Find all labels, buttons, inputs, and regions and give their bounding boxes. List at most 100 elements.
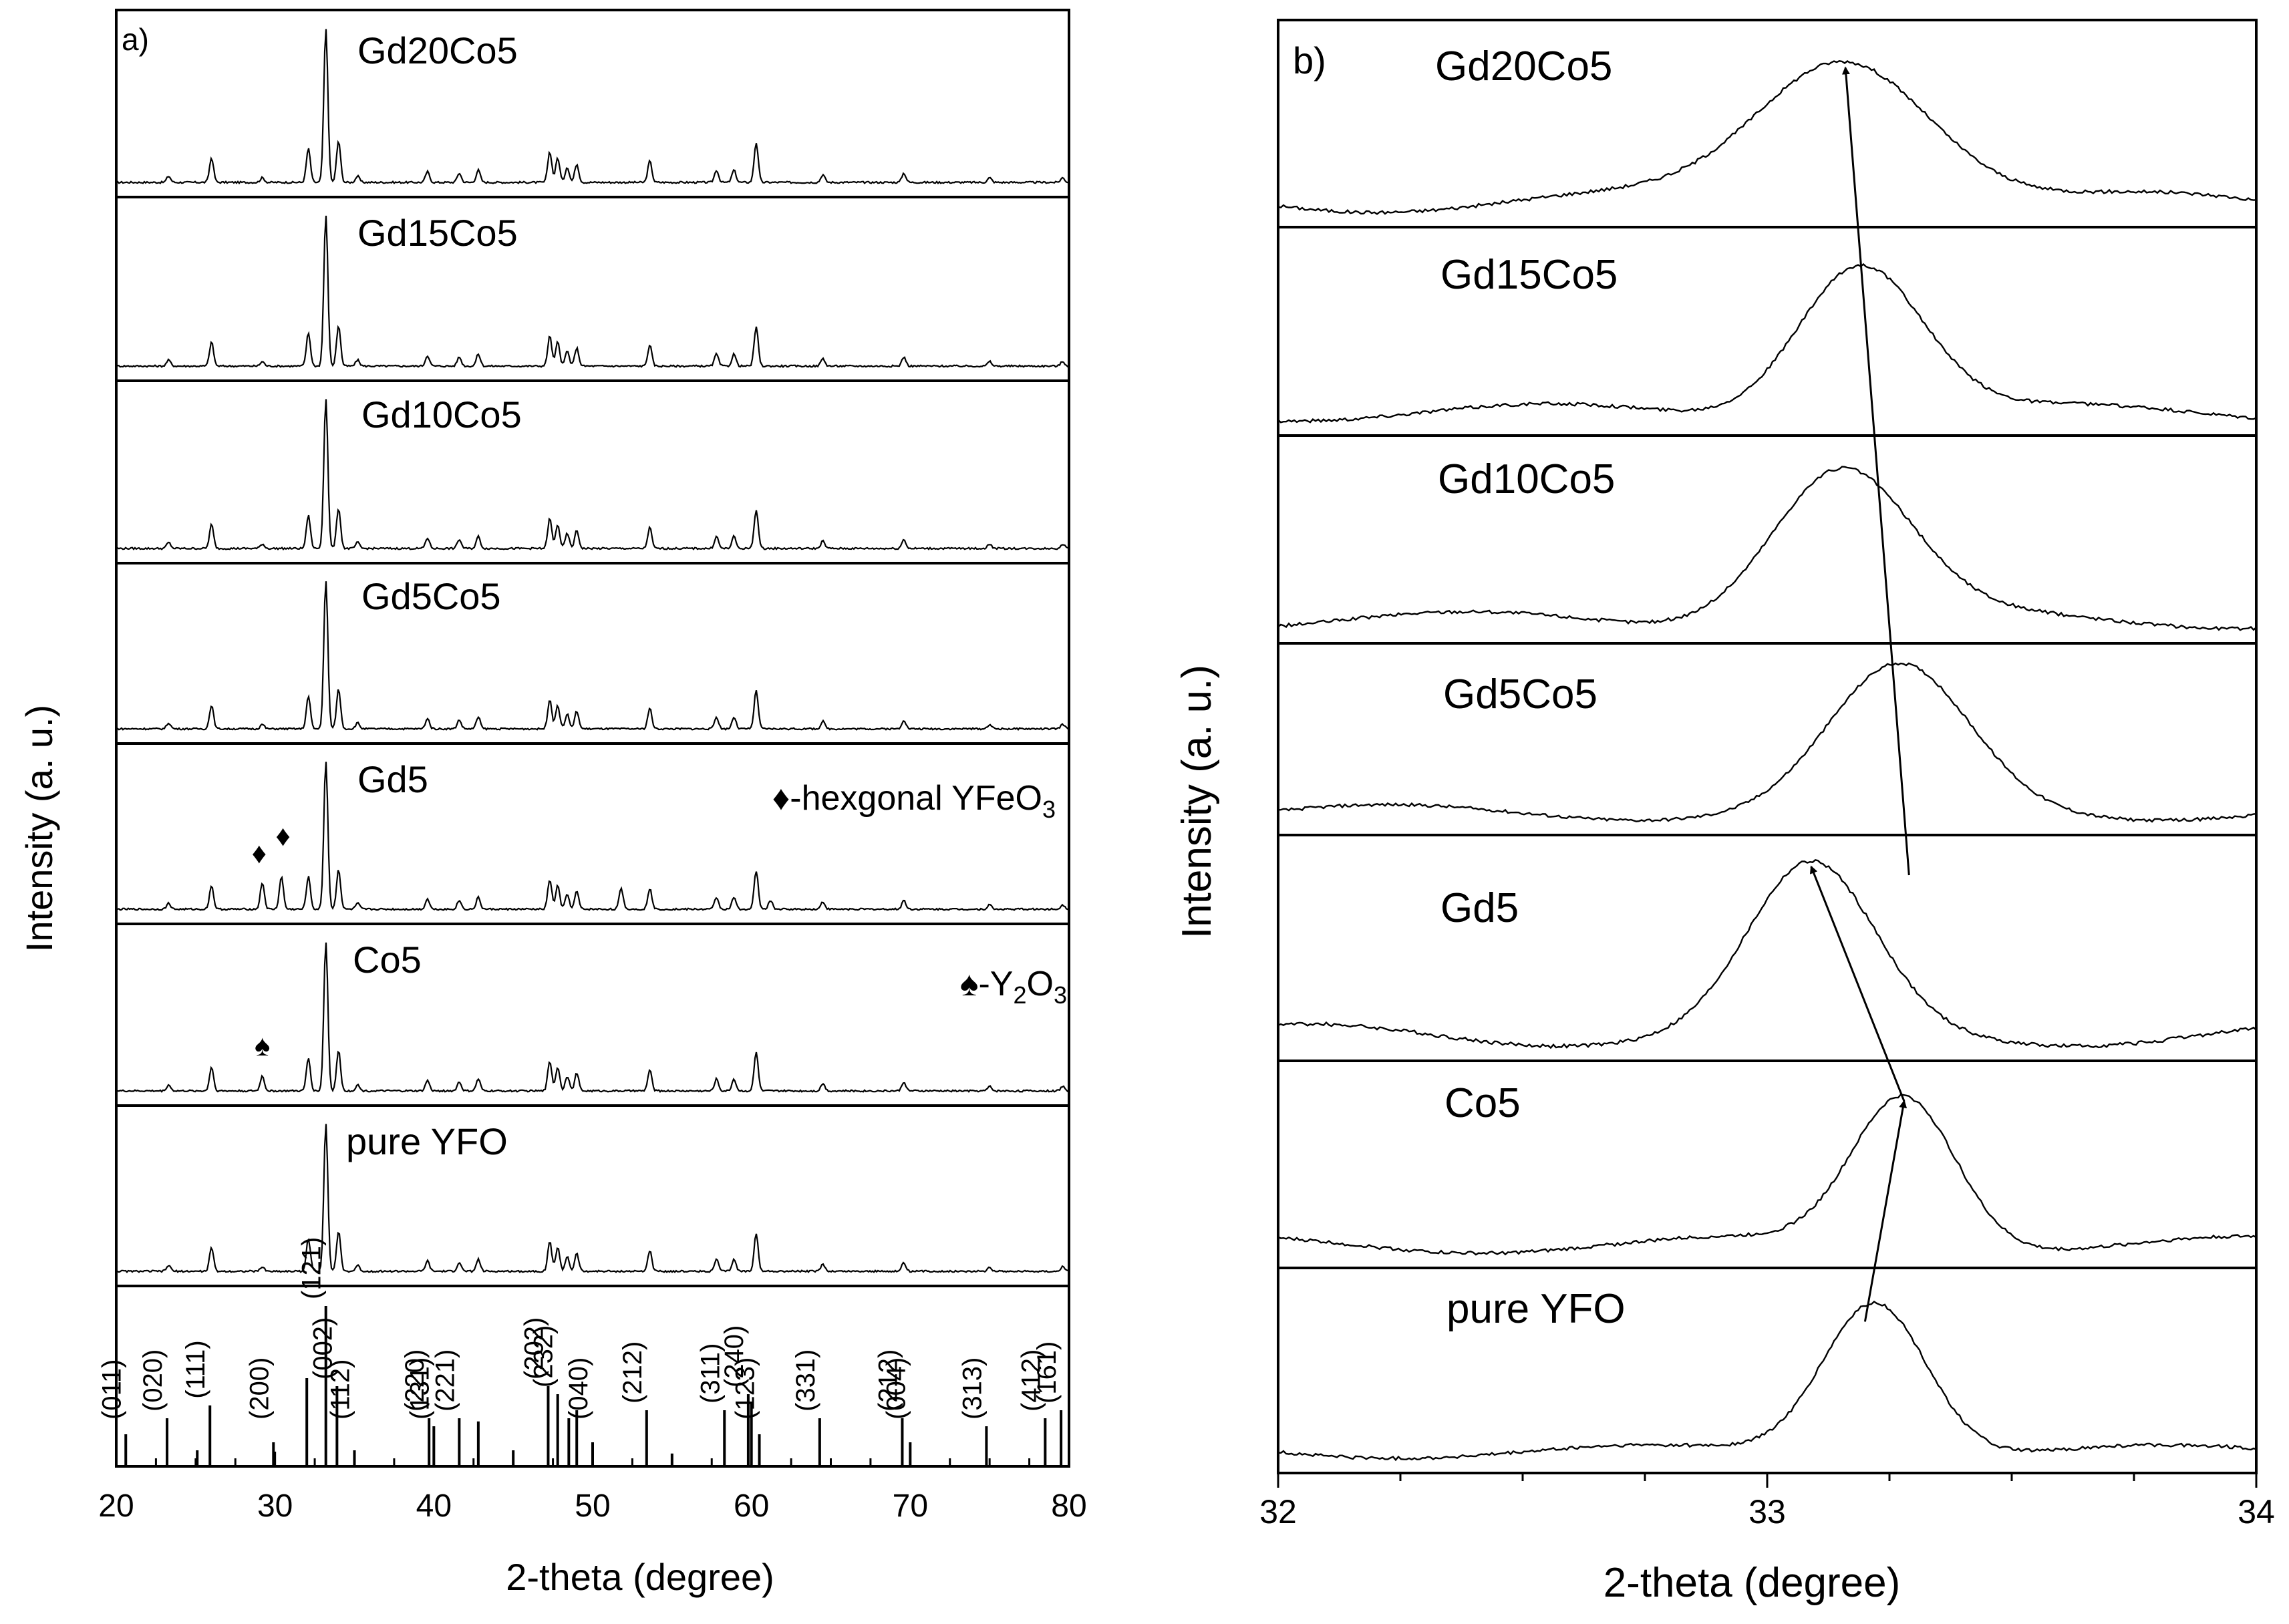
panel-a-x-tick-label: 40 <box>416 1488 452 1524</box>
panel-b-row-1: Gd20Co5 <box>1277 19 2258 228</box>
panel-b-series-label: Gd15Co5 <box>1440 252 1618 298</box>
reference-line-label: (131) <box>405 1357 434 1420</box>
panel-b-row-frame <box>1277 19 2258 228</box>
reference-line-label: (313) <box>957 1357 987 1420</box>
panel-a-legend-annotation: ♠-Y2O3 <box>960 965 1067 1009</box>
panel-a-series-label: Gd5Co5 <box>361 575 501 617</box>
panel-b-row-frame <box>1277 642 2258 836</box>
panel-b-trace-2 <box>1277 263 2257 424</box>
panel-a-x-tick-label: 20 <box>98 1488 134 1524</box>
panel-b-row-3: Gd10Co5 <box>1277 434 2258 645</box>
panel-b-y-axis-label: Intensity (a. u.) <box>1174 665 1220 939</box>
panel-a-trace-3 <box>116 399 1070 550</box>
panel-b-trace-5 <box>1277 858 2257 1049</box>
panel-b-row-2: Gd15Co5 <box>1277 226 2258 437</box>
reference-line-label: (212) <box>618 1341 647 1404</box>
panel-b-series-label: Co5 <box>1444 1080 1521 1126</box>
phase-marker-icon: ♠ <box>255 1029 270 1062</box>
panel-a: a) Gd20Co5Gd15Co5Gd10Co5Gd5Co5Gd5Co5pure… <box>18 9 1087 1598</box>
peak-shift-arrow <box>1809 865 1905 1102</box>
panel-b-series-label: Gd10Co5 <box>1438 456 1615 502</box>
reference-line-label: (220) <box>400 1349 430 1412</box>
panel-b-x-tick-label: 34 <box>2238 1493 2275 1530</box>
panel-b-trace-6 <box>1277 1093 2257 1256</box>
reference-line-label: (212) <box>873 1349 903 1412</box>
panel-a-trace-7 <box>116 1124 1070 1274</box>
panel-a-row-frame <box>115 1104 1070 1287</box>
panel-b-row-frame <box>1277 1060 2258 1269</box>
panel-a-x-tick-label: 80 <box>1051 1488 1086 1524</box>
panel-a-row-2: Gd15Co5 <box>115 196 1070 382</box>
reference-line-label: (202) <box>519 1317 549 1379</box>
reference-line-label: (020) <box>138 1349 168 1412</box>
reference-line-label: (004) <box>881 1357 911 1420</box>
reference-line-label: (002) <box>308 1317 337 1379</box>
reference-line-label: (200) <box>245 1357 274 1420</box>
phase-marker-icon: ♦ <box>275 820 290 852</box>
panel-a-series-label: Gd5 <box>357 758 428 800</box>
panel-a-trace-6 <box>116 942 1070 1093</box>
panel-b: b) Gd20Co5Gd15Co5Gd10Co5Gd5Co5Gd5Co5pure… <box>1174 19 2275 1606</box>
reference-line-label: (123) <box>731 1357 760 1420</box>
panel-b-row-5: Gd5 <box>1277 834 2258 1062</box>
reference-line-label: (040) <box>564 1357 593 1420</box>
reference-line-label: (161) <box>1032 1341 1062 1404</box>
panel-a-series-label: pure YFO <box>346 1120 508 1162</box>
peak-shift-arrow <box>1863 1100 1908 1322</box>
panel-a-trace-4 <box>116 581 1070 732</box>
reference-line-label: (232) <box>529 1325 559 1388</box>
reference-line-label: (121) <box>297 1237 327 1299</box>
panel-a-row-frame <box>115 9 1070 198</box>
panel-a-row-frame <box>115 196 1070 382</box>
panel-a-label: a) <box>122 22 149 57</box>
panel-a-series-label: Co5 <box>353 939 422 981</box>
panel-b-row-7: pure YFO <box>1277 1267 2258 1474</box>
reference-line-label: (112) <box>326 1359 355 1420</box>
panel-a-legend-annotation: ♦-hexgonal YFeO3 <box>772 779 1056 823</box>
panel-a-row-frame <box>115 379 1070 564</box>
panel-b-series-label: Gd20Co5 <box>1435 43 1612 90</box>
reference-line-label: (412) <box>1016 1349 1046 1412</box>
panel-a-x-tick-label: 70 <box>893 1488 928 1524</box>
reference-line-label: (221) <box>430 1349 460 1412</box>
panel-b-trace-3 <box>1277 466 2257 631</box>
panel-a-series-label: Gd20Co5 <box>357 29 518 71</box>
panel-a-trace-1 <box>116 29 1070 185</box>
panel-b-trace-7 <box>1277 1300 2257 1462</box>
panel-b-trace-1 <box>1277 60 2257 215</box>
panel-a-row-4: Gd5Co5 <box>115 562 1070 745</box>
reference-line-label: (011) <box>97 1359 126 1420</box>
reference-line-label: (331) <box>791 1349 820 1412</box>
panel-a-row-7: pure YFO <box>115 1104 1070 1287</box>
panel-a-series-label: Gd10Co5 <box>361 393 522 436</box>
panel-a-x-axis-label: 2-theta (degree) <box>506 1556 774 1598</box>
reference-line-label: (311) <box>696 1343 725 1404</box>
panel-a-trace-2 <box>116 215 1070 369</box>
phase-marker-icon: ♦ <box>252 837 267 870</box>
panel-a-row-1: Gd20Co5 <box>115 9 1070 198</box>
panel-b-label: b) <box>1293 39 1326 82</box>
panel-b-x-tick-label: 33 <box>1748 1493 1786 1530</box>
panel-a-row-frame <box>115 562 1070 745</box>
panel-a-x-tick-label: 30 <box>257 1488 293 1524</box>
panel-b-row-6: Co5 <box>1277 1060 2258 1269</box>
panel-b-trace-4 <box>1277 662 2257 823</box>
reference-line-label: (240) <box>720 1325 749 1388</box>
panel-b-row-4: Gd5Co5 <box>1277 642 2258 836</box>
panel-b-series-label: Gd5Co5 <box>1443 671 1597 717</box>
panel-a-row-6: Co5 <box>115 923 1070 1107</box>
panel-b-x-axis-label: 2-theta (degree) <box>1604 1560 1901 1606</box>
panel-a-x-tick-label: 50 <box>575 1488 610 1524</box>
panel-a-y-axis-label: Intensity (a. u.) <box>18 705 60 952</box>
panel-b-row-frame <box>1277 1267 2258 1474</box>
reference-line-label: (111) <box>181 1340 210 1398</box>
panel-a-x-tick-label: 60 <box>734 1488 769 1524</box>
panel-b-series-label: pure YFO <box>1446 1286 1626 1332</box>
panel-b-row-frame <box>1277 834 2258 1062</box>
panel-a-row-3: Gd10Co5 <box>115 379 1070 564</box>
panel-a-series-label: Gd15Co5 <box>357 212 518 254</box>
panel-b-series-label: Gd5 <box>1440 885 1519 931</box>
panel-a-row-5: Gd5 <box>115 742 1070 925</box>
peak-shift-arrow <box>1841 66 1910 876</box>
